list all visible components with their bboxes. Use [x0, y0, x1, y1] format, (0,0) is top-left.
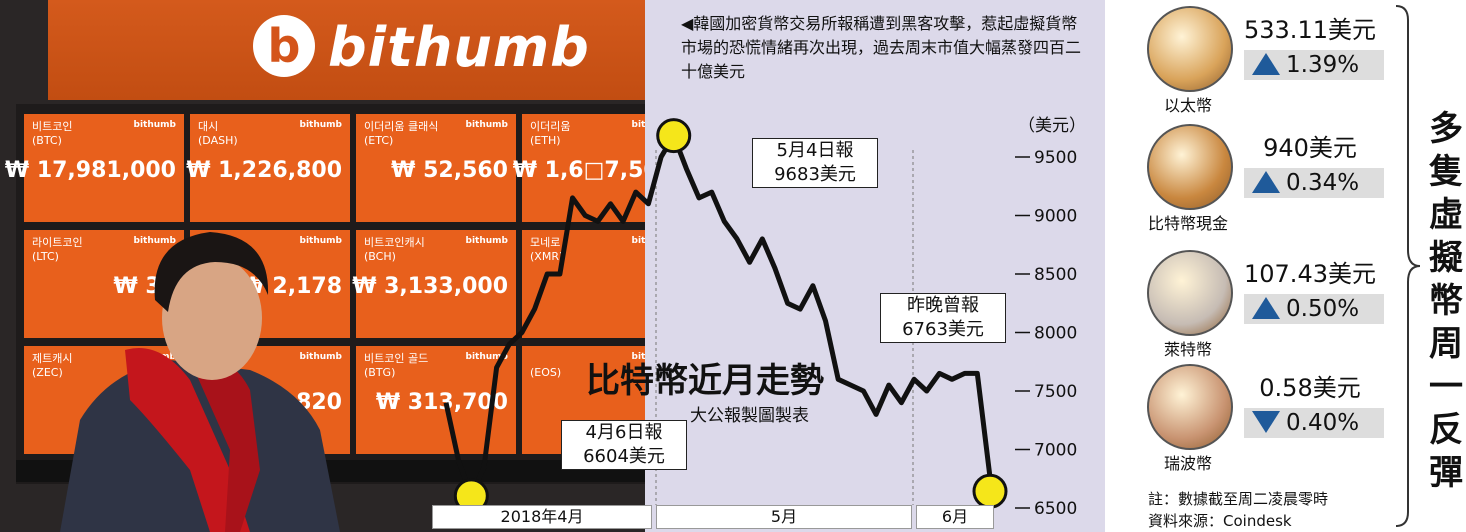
y-tick-label: 7500: [1034, 382, 1077, 402]
tile-name: 대시 (DASH): [198, 120, 238, 147]
x-label-jun: 6月: [916, 505, 994, 529]
coin-change: 0.34%: [1244, 168, 1384, 198]
side-title: 多隻虛擬幣周一反彈: [1429, 109, 1463, 493]
tile-name: 이더리움 (ETH): [530, 120, 571, 147]
coin-name: 瑞波幣: [1163, 454, 1212, 473]
footnote-source: 資料來源：Coindesk: [1148, 512, 1292, 530]
exchange-tile: 비트코인캐시 (BCH) bithumb ₩ 3,133,000: [352, 230, 516, 338]
tile-price: ₩ 3,133,000: [352, 274, 508, 299]
tile-name: (EOS): [530, 366, 562, 379]
exchange-tile: 이더리움 클래식 (ETC) bithumb ₩ 52,560: [356, 114, 516, 222]
tile-brand: bithumb: [299, 120, 342, 130]
tile-price: ₩ 17,981,000: [4, 158, 176, 183]
bithumb-banner: b bithumb: [48, 0, 645, 100]
tile-brand: bithumb: [465, 352, 508, 362]
y-tick-label: 9500: [1034, 148, 1077, 168]
pedestrian-figure: [60, 232, 340, 532]
coin-image-icon: [1147, 124, 1233, 210]
tile-name: 모네로 (XMR): [530, 236, 564, 263]
x-label-may: 5月: [656, 505, 912, 529]
up-triangle-icon: [1252, 170, 1280, 193]
tile-brand: bithumb: [465, 120, 508, 130]
btc-price-line: [443, 133, 993, 499]
footnote-data-time: 註：數據截至周二凌晨零時: [1148, 490, 1329, 508]
callout-start: 4月6日報 6604美元: [561, 420, 687, 470]
y-tick-label: 6500: [1034, 499, 1077, 519]
chart-title: 比特幣近月走勢: [586, 361, 824, 401]
news-photo: b bithumb 비트코인 (BTC) bithumb ₩ 17,981,000 대시…: [0, 0, 690, 532]
bithumb-wordmark: bithumb: [328, 16, 590, 79]
tile-brand: bithumb: [299, 352, 342, 362]
tile-name: 라이트코인 (LTC): [32, 236, 83, 263]
bithumb-logo-icon: b: [253, 15, 315, 77]
coin-change: 0.50%: [1244, 294, 1384, 324]
y-unit-label: （美元）: [1018, 116, 1086, 136]
coin-name: 以太幣: [1163, 96, 1212, 115]
up-triangle-icon: [1252, 52, 1280, 75]
y-tick-label: 8000: [1034, 324, 1077, 344]
exchange-tile: 대시 (DASH) bithumb ₩ 1,226,800: [186, 114, 350, 222]
y-tick-label: 7000: [1034, 441, 1077, 461]
exchange-tile: 비트코인 골드 (BTG) bithumb ₩ 313,700: [356, 346, 516, 454]
markers: [453, 118, 1008, 514]
exchange-tile: 비트코인 (BTC) bithumb ₩ 17,981,000: [5, 114, 184, 222]
tile-price: ₩ 313,700: [375, 390, 508, 415]
tile-brand: bithumb: [465, 236, 508, 246]
callout-last: 昨晚曾報 6763美元: [880, 293, 1006, 343]
coin-price: 533.11美元: [1244, 16, 1376, 44]
tile-brand: bithumb: [299, 236, 342, 246]
coin-change: 1.39%: [1244, 50, 1384, 80]
highlight-marker: [656, 118, 692, 154]
y-tick-label: 9000: [1034, 207, 1077, 227]
chart-panel: [645, 0, 1105, 532]
news-caption: ◀韓國加密貨幣交易所報稱遭到黑客攻擊，惹起虛擬貨幣市場的恐慌情緒再次出現，過去周…: [681, 14, 1082, 81]
down-triangle-icon: [1252, 410, 1280, 433]
coin-image-icon: [1147, 364, 1233, 450]
y-axis: （美元） 9500 9000 8500 8000 7500 7000 6500: [1015, 116, 1086, 519]
coin-price: 940美元: [1263, 134, 1357, 162]
tile-brand: bithumb: [133, 236, 176, 246]
footnotes: 註：數據截至周二凌晨零時 資料來源：Coindesk: [1148, 488, 1328, 532]
tile-name: 제트캐시 (ZEC): [32, 352, 73, 379]
coin-price: 0.58美元: [1259, 374, 1361, 402]
coin-name: 萊特幣: [1163, 340, 1212, 359]
tile-name: 비트코인캐시 (BCH): [364, 236, 425, 263]
tile-price: ₩ 1,226,800: [186, 158, 342, 183]
coin-price: 107.43美元: [1244, 260, 1376, 288]
coin-image-icon: [1147, 250, 1233, 336]
x-grid: [655, 150, 914, 505]
coin-name: 比特幣現金: [1147, 214, 1228, 233]
up-triangle-icon: [1252, 296, 1280, 319]
highlight-marker: [972, 473, 1008, 509]
chart-subtitle: 大公報製圖製表: [690, 406, 809, 426]
tile-name: 이더리움 클래식 (ETC): [364, 120, 439, 147]
tile-brand: bithumb: [133, 120, 176, 130]
callout-peak: 5月4日報 9683美元: [752, 138, 878, 188]
tile-name: 비트코인 골드 (BTG): [364, 352, 429, 379]
tile-name: 비트코인 (BTC): [32, 120, 73, 147]
tile-price: ₩ 52,560: [391, 158, 508, 183]
y-tick-label: 8500: [1034, 265, 1077, 285]
coin-image-icon: [1147, 6, 1233, 92]
coin-change: 0.40%: [1244, 408, 1384, 438]
x-label-apr: 2018年4月: [432, 505, 652, 529]
